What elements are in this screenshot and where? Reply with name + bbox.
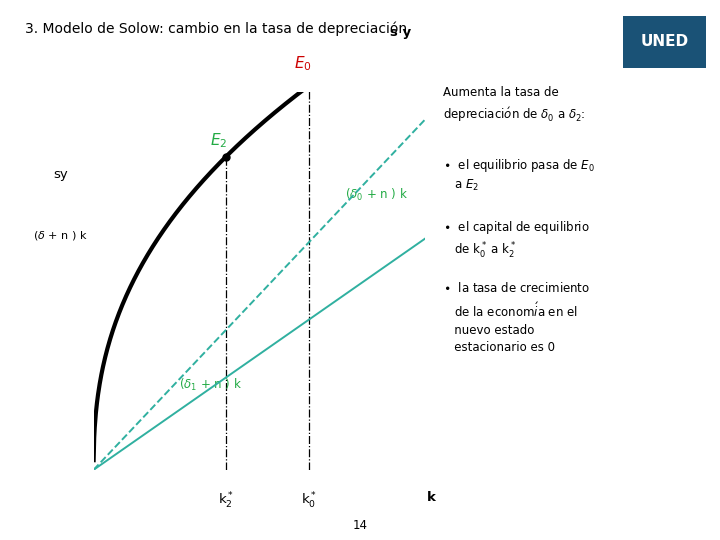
Text: $\bullet$  la tasa de crecimiento
   de la econom$\acute{i}$a en el
   nuevo est: $\bullet$ la tasa de crecimiento de la e… (443, 281, 590, 354)
Text: k: k (427, 491, 436, 504)
Text: ($\delta$ + n ) k: ($\delta$ + n ) k (33, 229, 88, 242)
Text: $\bullet$  el equilibrio pasa de $E_0$
   a $E_2$: $\bullet$ el equilibrio pasa de $E_0$ a … (443, 157, 595, 193)
Text: sy: sy (53, 168, 68, 181)
Text: 14: 14 (353, 519, 367, 532)
Text: 3. Modelo de Solow: cambio en la tasa de depreciación: 3. Modelo de Solow: cambio en la tasa de… (25, 22, 407, 36)
Text: $\bullet$  el capital de equilibrio
   de k$^*_0$ a k$^*_2$: $\bullet$ el capital de equilibrio de k$… (443, 219, 590, 261)
Text: ($\delta_0$ + n ) k: ($\delta_0$ + n ) k (346, 187, 408, 203)
Text: UNED: UNED (640, 35, 688, 49)
Text: Aumenta la tasa de
depreciaci$\acute{o}$n de $\delta_0$ a $\delta_2$:: Aumenta la tasa de depreciaci$\acute{o}$… (443, 86, 585, 124)
Text: ($\delta_1$ + n ) k: ($\delta_1$ + n ) k (179, 377, 242, 394)
Text: s y: s y (390, 26, 411, 39)
Text: k$_0^*$: k$_0^*$ (301, 491, 317, 511)
Text: k$_2^*$: k$_2^*$ (218, 491, 234, 511)
Text: $E_0$: $E_0$ (294, 55, 312, 73)
Text: $E_2$: $E_2$ (210, 131, 227, 150)
